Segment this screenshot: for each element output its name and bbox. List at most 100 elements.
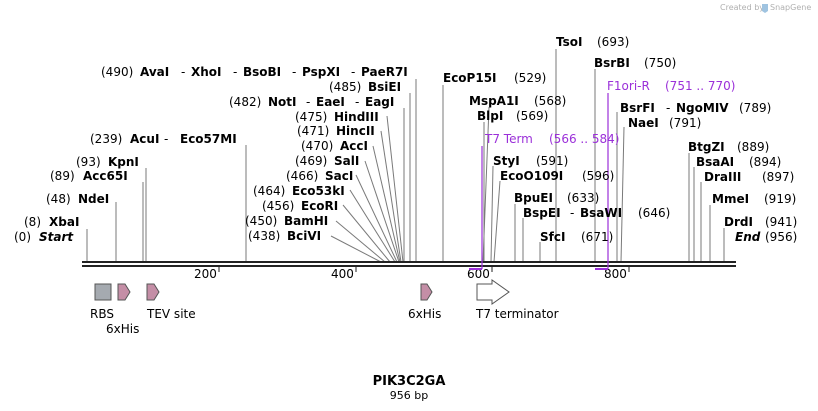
site-bsaai[interactable]: BsaAI (894) [696, 155, 781, 169]
credit-brand: SnapGene [770, 3, 811, 12]
site-eco53ki[interactable]: (464) Eco53kI [253, 184, 345, 198]
site-styi-pos: (591) [536, 154, 568, 168]
primer-t7-term[interactable]: T7 Term (566 .. 584) [469, 132, 619, 270]
site-ecori-name: EcoRI [301, 199, 338, 213]
site-kpni-pos: (93) [76, 155, 101, 169]
site-bpuei-pos: (633) [567, 191, 599, 205]
site-bsrbi[interactable]: BsrBI (750) [594, 56, 676, 70]
site-bamhi[interactable]: (450) BamHI [245, 214, 328, 228]
site-ndei-name: NdeI [78, 192, 109, 206]
site-mspa1i-name: MspA1I [469, 94, 519, 108]
site-sali-pos: (469) [295, 154, 327, 168]
site-xbai-name: XbaI [49, 215, 79, 229]
his-tag-2-feature[interactable] [420, 283, 433, 301]
site-bamhi-name: BamHI [284, 214, 328, 228]
site-btgzi-name: BtgZI [688, 140, 725, 154]
site-draiii[interactable]: DraIII (897) [704, 170, 794, 184]
credit-text: Created by [720, 3, 764, 12]
site-kpni[interactable]: (93) KpnI [76, 155, 139, 169]
site-bspei[interactable]: BspEI - BsaWI (646) [523, 206, 670, 220]
site-hindiii-name: HindIII [334, 110, 379, 124]
site-bcivi[interactable]: (438) BciVI [248, 229, 321, 243]
site-styi-name: StyI [493, 154, 520, 168]
site-ecoo109i[interactable]: EcoO109I (596) [500, 169, 614, 183]
sequence-length: 956 bp [390, 389, 428, 402]
site-tsoi-pos: (693) [597, 35, 629, 49]
site-mmei-name: MmeI [712, 192, 749, 206]
site-acc65i-pos: (89) [50, 169, 75, 183]
site-xbai[interactable]: (8) XbaI [24, 215, 79, 229]
site-tsoi[interactable]: TsoI (693) [556, 35, 629, 49]
site-saci-name: SacI [325, 169, 353, 183]
site-bsrbi-pos: (750) [644, 56, 676, 70]
site-sfci[interactable]: SfcI (671) [540, 230, 613, 244]
site-hincii[interactable]: (471) HincII [297, 124, 375, 138]
site-hindiii[interactable]: (475) HindIII [295, 110, 379, 124]
t7-terminator-label: T7 terminator [475, 307, 559, 321]
site-mmei-pos: (919) [764, 192, 796, 206]
site-ecop15i[interactable]: EcoP15I (529) [443, 71, 546, 85]
site-acci[interactable]: (470) AccI [301, 139, 368, 153]
site-acc65i-name: Acc65I [83, 169, 128, 183]
site-eaei-name: EaeI [316, 95, 345, 109]
site-naei[interactable]: NaeI (791) [628, 116, 701, 130]
site-btgzi-pos: (889) [737, 140, 769, 154]
site-ecop15i-name: EcoP15I [443, 71, 497, 85]
tick-label: 800 [604, 267, 627, 281]
site-bpuei[interactable]: BpuEI (633) [514, 191, 599, 205]
site-eco53ki-name: Eco53kI [292, 184, 345, 198]
site-acui[interactable]: (239) AcuI - Eco57MI [90, 132, 237, 146]
primer-f1-name: F1ori-R [607, 79, 650, 93]
site-hincii-pos: (471) [297, 124, 329, 138]
t7-terminator-feature[interactable] [476, 279, 510, 305]
rbs-feature[interactable] [94, 283, 112, 301]
site-ecop15i-pos: (529) [514, 71, 546, 85]
site-bspei-pos: (646) [638, 206, 670, 220]
ruler-ticks [218, 266, 630, 272]
site-xbai-pos: (8) [24, 215, 41, 229]
site-drdi[interactable]: DrdI (941) [724, 215, 797, 229]
site-mmei[interactable]: MmeI (919) [712, 192, 796, 206]
svg-text:-: - [355, 95, 359, 109]
svg-text:-: - [351, 65, 355, 79]
tick-label: 600 [467, 267, 490, 281]
site-acc65i[interactable]: (89) Acc65I [50, 169, 128, 183]
svg-text:-: - [306, 95, 310, 109]
site-btgzi[interactable]: BtgZI (889) [688, 140, 769, 154]
site-noti[interactable]: (482) NotI - EaeI - EagI [229, 95, 394, 109]
site-bsiei[interactable]: (485) BsiEI [329, 80, 401, 94]
svg-text:-: - [666, 101, 670, 115]
site-bcivi-name: BciVI [287, 229, 321, 243]
site-bpuei-name: BpuEI [514, 191, 553, 205]
site-naei-name: NaeI [628, 116, 659, 130]
site-paer7i-name: PaeR7I [361, 65, 408, 79]
site-drdi-name: DrdI [724, 215, 753, 229]
site-sali[interactable]: (469) SalI [295, 154, 359, 168]
tev-site-label: TEV site [146, 307, 196, 321]
site-blpi-pos: (569) [516, 109, 548, 123]
site-bsrfi[interactable]: BsrFI - NgoMIV (789) [620, 101, 771, 115]
site-saci[interactable]: (466) SacI [286, 169, 353, 183]
site-aval[interactable]: (490) AvaI - XhoI - BsoBI - PspXI - PaeR… [101, 65, 408, 79]
site-tsoi-name: TsoI [556, 35, 582, 49]
site-aval-pos: (490) [101, 65, 133, 79]
site-bsrfi-pos: (789) [739, 101, 771, 115]
primer-t7-range: (566 .. 584) [549, 132, 619, 146]
site-acui-name: AcuI [130, 132, 159, 146]
tev-site-feature[interactable] [146, 283, 160, 301]
site-saci-pos: (466) [286, 169, 318, 183]
site-styi[interactable]: StyI (591) [493, 154, 568, 168]
primer-f1ori-r[interactable]: F1ori-R (751 .. 770) [595, 79, 735, 270]
site-acui-pos: (239) [90, 132, 122, 146]
site-ecori[interactable]: (456) EcoRI [262, 199, 338, 213]
his-tag-1-feature[interactable] [117, 283, 131, 301]
site-bamhi-pos: (450) [245, 214, 277, 228]
site-draiii-name: DraIII [704, 170, 741, 184]
site-sali-name: SalI [334, 154, 359, 168]
site-bcivi-pos: (438) [248, 229, 280, 243]
site-mspa1i[interactable]: MspA1I (568) [469, 94, 566, 108]
site-xhoi-name: XhoI [191, 65, 222, 79]
site-blpi[interactable]: BlpI (569) [477, 109, 548, 123]
site-ndei[interactable]: (48) NdeI [46, 192, 109, 206]
tick-label: 200 [194, 267, 217, 281]
